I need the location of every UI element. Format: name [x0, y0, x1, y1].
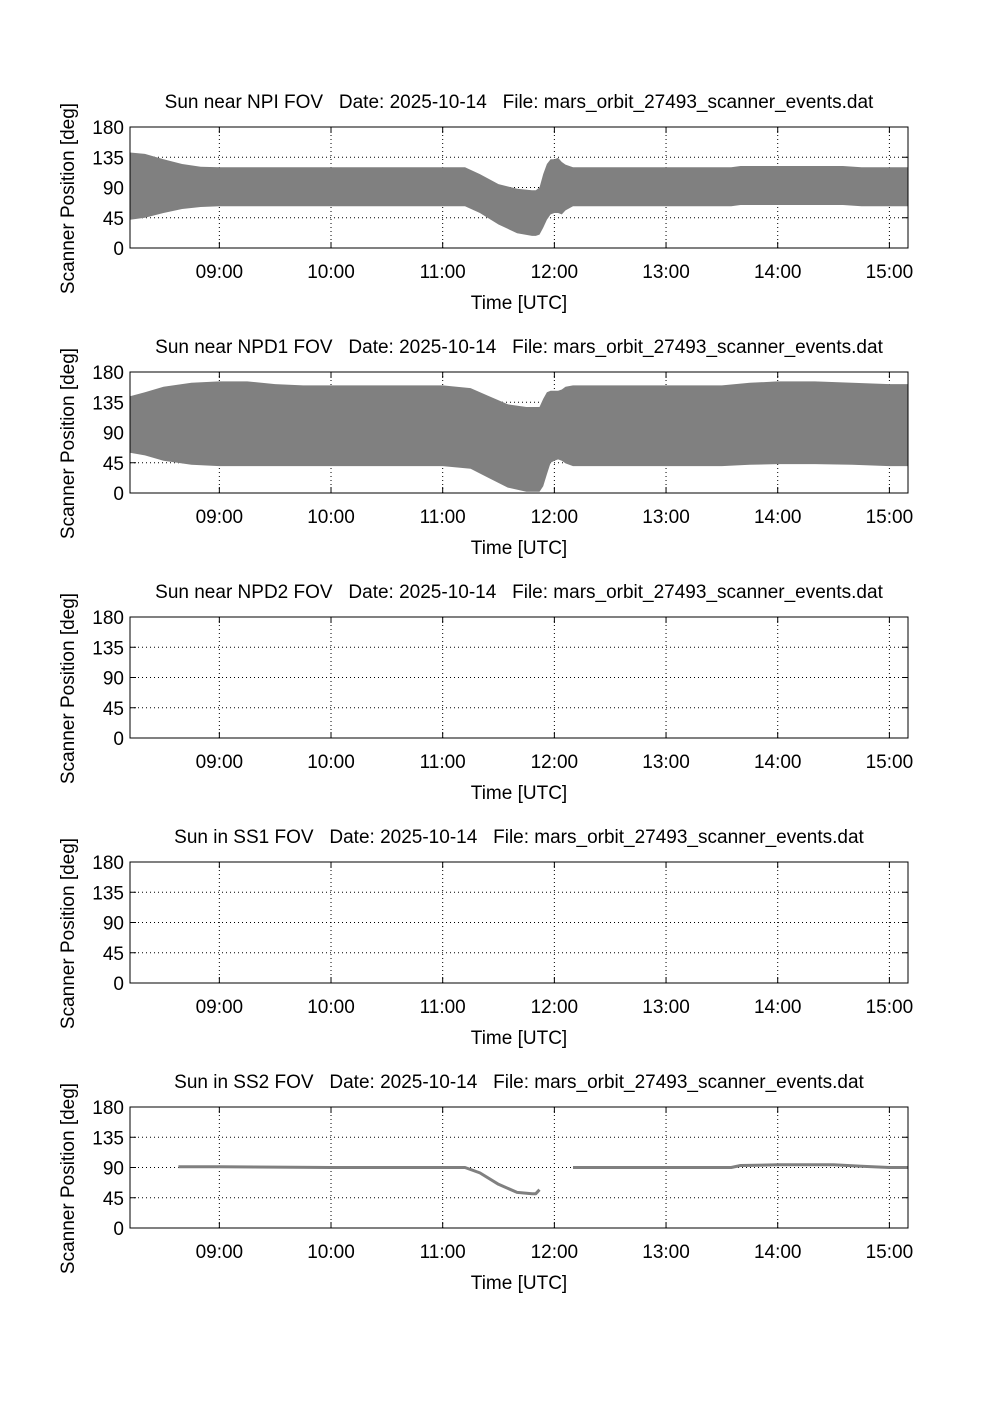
y-tick-label: 180: [92, 608, 124, 629]
x-tick-label: 14:00: [754, 752, 802, 773]
y-axis-label: Scanner Position [deg]: [58, 103, 79, 294]
scanner-range-band: [130, 381, 908, 492]
x-tick-label: 15:00: [866, 262, 914, 283]
y-tick-label: 90: [103, 424, 124, 445]
x-tick-label: 11:00: [420, 997, 466, 1018]
y-tick-label: 45: [103, 699, 124, 720]
x-tick-label: 09:00: [196, 1242, 244, 1263]
axes-frame: [129, 126, 909, 249]
y-tick-label: 135: [92, 1128, 124, 1149]
y-tick-label: 180: [92, 853, 124, 874]
x-axis-label: Time [UTC]: [471, 1028, 567, 1049]
x-axis-label: Time [UTC]: [471, 293, 567, 314]
x-tick-label: 10:00: [307, 997, 355, 1018]
y-tick-label: 135: [92, 883, 124, 904]
y-tick-label: 0: [113, 1219, 124, 1240]
x-tick-label: 09:00: [196, 752, 244, 773]
y-tick-label: 0: [113, 239, 124, 260]
x-tick-label: 12:00: [531, 752, 579, 773]
y-tick-label: 180: [92, 1098, 124, 1119]
y-tick-label: 135: [92, 393, 124, 414]
scanner-position-line: [573, 1163, 908, 1169]
y-tick-label: 180: [92, 363, 124, 384]
y-tick-label: 45: [103, 944, 124, 965]
y-tick-label: 90: [103, 669, 124, 690]
y-tick-label: 135: [92, 638, 124, 659]
y-tick-label: 135: [92, 148, 124, 169]
x-tick-label: 15:00: [866, 507, 914, 528]
x-tick-label: 13:00: [642, 752, 690, 773]
x-tick-label: 10:00: [307, 507, 355, 528]
axes-frame: [129, 1106, 909, 1229]
x-tick-label: 14:00: [754, 507, 802, 528]
x-tick-label: 14:00: [754, 1242, 802, 1263]
x-tick-label: 09:00: [196, 507, 244, 528]
chart-panel-4: Sun in SS1 FOV Date: 2025-10-14 File: ma…: [58, 827, 913, 1049]
y-tick-label: 90: [103, 179, 124, 200]
x-tick-label: 13:00: [642, 997, 690, 1018]
y-tick-label: 0: [113, 484, 124, 505]
axes-frame: [129, 616, 909, 739]
chart-panel-2: Sun near NPD1 FOV Date: 2025-10-14 File:…: [58, 337, 913, 559]
x-axis-label: Time [UTC]: [471, 1273, 567, 1294]
x-tick-label: 13:00: [642, 507, 690, 528]
x-tick-label: 12:00: [531, 997, 579, 1018]
x-tick-label: 09:00: [196, 997, 244, 1018]
scanner-position-line: [178, 1165, 541, 1196]
y-tick-label: 45: [103, 1189, 124, 1210]
x-tick-label: 09:00: [196, 262, 244, 283]
y-axis-label: Scanner Position [deg]: [58, 1083, 79, 1274]
chart-panel-5: Sun in SS2 FOV Date: 2025-10-14 File: ma…: [58, 1072, 913, 1294]
x-tick-label: 12:00: [531, 262, 579, 283]
chart-title: Sun in SS1 FOV Date: 2025-10-14 File: ma…: [174, 827, 864, 848]
x-tick-label: 11:00: [420, 752, 466, 773]
y-tick-label: 0: [113, 729, 124, 750]
x-tick-label: 14:00: [754, 997, 802, 1018]
axes-frame: [129, 861, 909, 984]
x-tick-label: 10:00: [307, 752, 355, 773]
chart-title: Sun near NPI FOV Date: 2025-10-14 File: …: [165, 92, 874, 113]
x-tick-label: 12:00: [531, 1242, 579, 1263]
y-tick-label: 0: [113, 974, 124, 995]
x-tick-label: 13:00: [642, 1242, 690, 1263]
y-axis-label: Scanner Position [deg]: [58, 838, 79, 1029]
x-tick-label: 11:00: [420, 1242, 466, 1263]
chart-title: Sun near NPD1 FOV Date: 2025-10-14 File:…: [155, 337, 883, 358]
y-tick-label: 45: [103, 454, 124, 475]
chart-panel-3: Sun near NPD2 FOV Date: 2025-10-14 File:…: [58, 582, 913, 804]
y-axis-label: Scanner Position [deg]: [58, 348, 79, 539]
x-axis-label: Time [UTC]: [471, 538, 567, 559]
y-tick-label: 90: [103, 1159, 124, 1180]
chart-title: Sun in SS2 FOV Date: 2025-10-14 File: ma…: [174, 1072, 864, 1093]
scanner-range-band: [130, 152, 908, 236]
x-tick-label: 11:00: [420, 507, 466, 528]
y-axis-label: Scanner Position [deg]: [58, 593, 79, 784]
y-tick-label: 45: [103, 209, 124, 230]
x-tick-label: 12:00: [531, 507, 579, 528]
y-tick-label: 90: [103, 914, 124, 935]
y-tick-label: 180: [92, 118, 124, 139]
x-tick-label: 10:00: [307, 262, 355, 283]
x-axis-label: Time [UTC]: [471, 783, 567, 804]
axes-frame: [129, 371, 909, 494]
x-tick-label: 14:00: [754, 262, 802, 283]
x-tick-label: 13:00: [642, 262, 690, 283]
x-tick-label: 15:00: [866, 1242, 914, 1263]
x-tick-label: 11:00: [420, 262, 466, 283]
x-tick-label: 15:00: [866, 997, 914, 1018]
x-tick-label: 10:00: [307, 1242, 355, 1263]
chart-panel-1: Sun near NPI FOV Date: 2025-10-14 File: …: [58, 92, 913, 314]
x-tick-label: 15:00: [866, 752, 914, 773]
chart-title: Sun near NPD2 FOV Date: 2025-10-14 File:…: [155, 582, 883, 603]
